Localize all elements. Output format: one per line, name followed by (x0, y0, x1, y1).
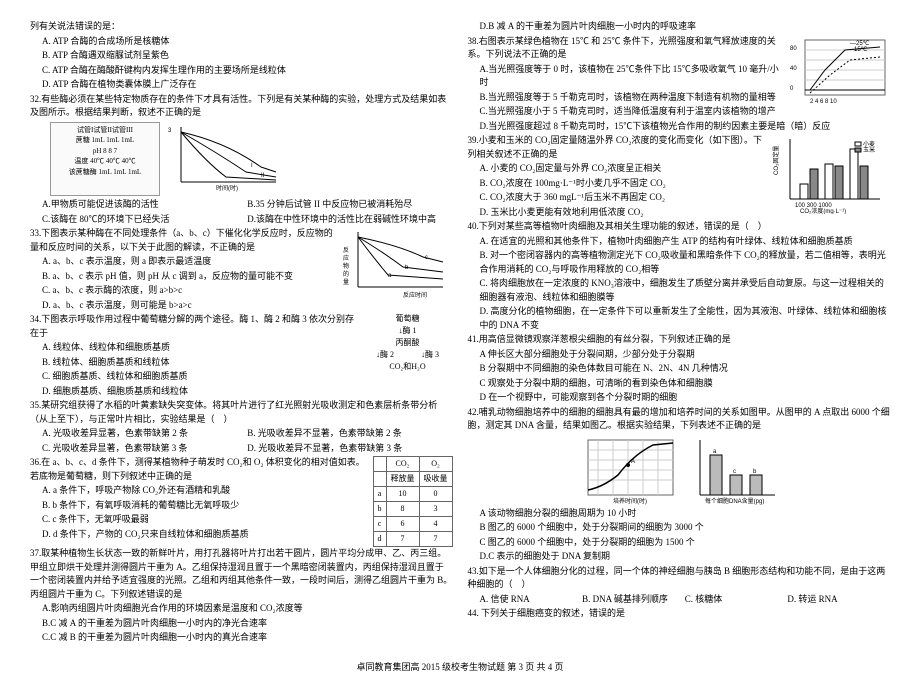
q32-table: 试管I试管II试管III 蔗糖 1mL 1mL 1mL pH 8 8 7 温度 … (50, 122, 160, 197)
q40-option-b: B. 对一个密闭容器内的高等植物测定光下 CO₂吸收量和黑暗条件下 CO₂的释放… (468, 249, 891, 276)
q31-option-a: A. ATP 合酶的合成场所是核糖体 (30, 35, 453, 49)
q42-graph-2: a c b 每个细胞DNA含量(pg) (685, 435, 785, 505)
q41-option-d: D 在一个视野中，可能观察到各个分裂时期的细胞 (468, 391, 891, 405)
q32-tab-reagent: 该蔗糖酶 1mL 1mL 1mL (53, 167, 157, 178)
svg-text:80: 80 (790, 46, 797, 52)
q37-stem: 37.取某种植物生长状态一致的新鲜叶片，用打孔器将叶片打出若干圆片，圆片平均分成… (30, 547, 453, 601)
q35-option-a: A. 光吸收差异显著，色素带缺第 2 条 (30, 427, 247, 441)
svg-text:A: A (631, 459, 635, 465)
q37-option-b: B.C 减 A 的干重差为圆片叶肉细胞一小时内的净光合速率 (30, 617, 453, 631)
q35-option-c: C. 光吸收差异显著，色素带缺第 3 条 (30, 442, 247, 456)
svg-text:的: 的 (343, 270, 349, 278)
q42-option-b: B 图乙的 6000 个细胞中，处于分裂期间的细胞为 3000 个 (468, 521, 891, 535)
q31-option-d: D. ATP 合酶在植物类囊体膜上广泛存在 (30, 78, 453, 92)
svg-text:CO₂固定量: CO₂固定量 (772, 146, 780, 175)
q35-option-d: D. 光吸收差异不显著，色素带缺第 3 条 (247, 442, 452, 456)
q42-xlabel2: 每个细胞DNA含量(pg) (705, 497, 764, 505)
q33-graph: 反 应 物 的 量 abc 反应时间 (343, 227, 453, 307)
q31-intro: 列有关说法错误的是： (30, 20, 453, 34)
q32-tab-ph: pH 8 8 7 (53, 146, 157, 157)
q35-option-b: B. 光吸收差异不显著，色素带缺第 2 条 (247, 427, 452, 441)
q33-xlabel: 反应时间 (403, 291, 427, 299)
q33-ylabel: 反 (343, 246, 349, 254)
q42-figures: A 培养时间(时) a c b 每个细胞DNA含量(pg) (468, 435, 891, 505)
q32-xlabel: 时间(时) (216, 184, 238, 192)
q34-co2: CO₂和H₂O (363, 361, 453, 373)
q34-pyruvate: 丙酮酸 (363, 337, 453, 349)
q42-xlabel1: 培养时间(时) (613, 497, 647, 505)
q40-option-d: D. 高度分化的植物细胞，在一定条件下可以重新发生了全能性，因为其液泡、叶绿体、… (468, 305, 891, 332)
q37-option-a: A.影响丙组圆片叶肉细胞光合作用的环境因素是温度和 CO₂浓度等 (30, 602, 453, 616)
q32-tab-temp: 温度 40℃ 40℃ 40℃ (53, 156, 157, 167)
q36-table: CO₂O₂ 释放量吸收量 a100 b83 c64 d77 (373, 456, 453, 547)
svg-text:b: b (753, 469, 757, 475)
q34-glucose: 葡萄糖 (363, 313, 453, 325)
q37-option-c: C.C 减 B 的干重差为圆片叶肉细胞一小时内的真光合速率 (30, 631, 453, 645)
q41-option-b: B 分裂期中不同细胞的染色体数目可能在 N、2N、4N 几种情况 (468, 362, 891, 376)
q43-option-c: C. 核糖体 (685, 593, 788, 607)
q32-stem: 32.有些酶必须在某些特定物质存在的条件下才具有活性。下列是有关某种酶的实验，处… (30, 93, 453, 120)
q34-option-d: D. 细胞质基质、细胞质基质和线粒体 (30, 385, 453, 399)
q32-option-c: C.该酶在 80℃的环境下已经失活 (30, 213, 247, 227)
q32-figure-row: 试管I试管II试管III 蔗糖 1mL 1mL 1mL pH 8 8 7 温度 … (50, 122, 453, 197)
q32-tab-header: 试管I试管II试管III (53, 125, 157, 136)
q31-option-b: B. ATP 合酶遇双缩脲试剂呈紫色 (30, 49, 453, 63)
q43-option-d: D. 转运 RNA (787, 593, 890, 607)
svg-text:a: a (713, 449, 717, 455)
page-footer: 卓同教育集团高 2015 级校考生物试题 第 3 页 共 4 页 (30, 661, 890, 675)
q42-option-c: C 图乙的 6000 个细胞中，处于分裂期的细胞为 1500 个 (468, 536, 891, 550)
q34-enz1: 酶 1 (403, 326, 417, 335)
svg-text:量: 量 (343, 279, 349, 286)
svg-text:40: 40 (790, 66, 797, 72)
q42-stem: 42.哺乳动物细胞培养中的细胞的细胞具有最的增加和培养时间的关系如图甲。从图甲的… (468, 406, 891, 433)
q32-option-d: D.该酶在中性环境中的活性比在弱碱性环境中高 (247, 213, 452, 227)
q42-option-a: A 该动物细胞分裂的细胞周期为 10 小时 (468, 507, 891, 521)
q44-stem: 44. 下列关于细胞癌变的叙述，错误的是 (468, 607, 891, 621)
q37-option-d: D.B 减 A 的干重差为圆片叶肉细胞一小时内的呼吸速率 (468, 20, 891, 34)
svg-text:c: c (425, 255, 428, 261)
svg-text:--15℃: --15℃ (850, 47, 868, 53)
svg-text:II: II (261, 173, 265, 179)
q35-stem: 35.某研究组获得了水稻的叶黄素缺失突变体。将其叶片进行了红光照射光吸收测定和色… (30, 399, 453, 426)
q39-leg2: 玉米 (863, 146, 875, 154)
left-column: 列有关说法错误的是： A. ATP 合酶的合成场所是核糖体 B. ATP 合酶遇… (30, 20, 453, 646)
q40-stem: 40.下列对某些高等植物叶肉细胞及其相关生理功能的叙述，错误的是（ ） (468, 220, 891, 234)
svg-text:物: 物 (343, 262, 349, 270)
q38-graph: 80400 2 4 6 8 10 —25℃ --15℃ (790, 35, 890, 115)
q43-option-b: B. DNA 碱基排列顺序 (582, 593, 685, 607)
q43-option-a: A. 信使 RNA (468, 593, 583, 607)
q32-tab-sucrose: 蔗糖 1mL 1mL 1mL (53, 135, 157, 146)
q40-option-a: A. 在适宜的光照和其他条件下，植物叶肉细胞产生 ATP 的结构有叶绿体、线粒体… (468, 235, 891, 249)
page: 列有关说法错误的是： A. ATP 合酶的合成场所是核糖体 B. ATP 合酶遇… (30, 20, 890, 646)
q41-stem: 41.用高倍显微镜观察洋葱根尖细胞的有丝分裂，下列叙述正确的是 (468, 333, 891, 347)
q34-diagram: 葡萄糖 ↓酶 1 丙酮酸 ↓酶 2↓酶 3 CO₂和H₂O (363, 313, 453, 373)
q43-stem: 43.如下是一个人体细胞分化的过程，同一个体的神经细胞与胰岛 B 细胞形态结构和… (468, 565, 891, 592)
svg-text:a: a (388, 273, 392, 279)
q38-option-d: D.当光照强度超过 8 千勒克司时，15℃下该植物光合作用的制约因素主要是暗（暗… (468, 120, 891, 134)
q41-option-a: A 伸长区大部分细胞处于分裂间期，少部分处于分裂期 (468, 348, 891, 362)
q31-option-c: C. ATP 合酶在酶酸酐键构内发挥生理作用的主要场所是线粒体 (30, 64, 453, 78)
right-column: D.B 减 A 的干重差为圆片叶肉细胞一小时内的呼吸速率 80 40 0 2 4 6… (468, 20, 891, 646)
svg-text:c: c (733, 469, 736, 475)
svg-text:I: I (251, 163, 253, 169)
q32-option-b: B.35 分钟后试管 II 中反应物已被消耗殆尽 (247, 198, 452, 212)
q32-graph: 3 I II 时间(时) (166, 122, 286, 197)
svg-text:应: 应 (343, 254, 349, 262)
q40-option-c: C. 将肉细胞放在一定浓度的 KNO₃溶液中，细胞发生了质壁分离并承受后自动复原… (468, 277, 891, 304)
q42-option-d: D.C 表示的细胞处于 DNA 复制期 (468, 550, 891, 564)
q32-ylabel: 3 (168, 128, 172, 134)
svg-text:0: 0 (790, 86, 794, 92)
q39-graph: 100 300 1000 CO₂浓度(mg·L⁻¹) 小麦 玉米 CO₂固定量 (770, 134, 890, 219)
svg-text:2 4 6 8 10: 2 4 6 8 10 (810, 99, 837, 105)
q41-option-c: C 观察处于分裂中期的细胞，可清晰的看到染色体和细胞膜 (468, 377, 891, 391)
q42-graph-1: A 培养时间(时) (573, 435, 683, 505)
q39-leg1: 小麦 (863, 140, 875, 148)
q32-option-a: A.甲物质可能促进该酶的活性 (30, 198, 247, 212)
q39-xlabel: CO₂浓度(mg·L⁻¹) (800, 207, 846, 214)
